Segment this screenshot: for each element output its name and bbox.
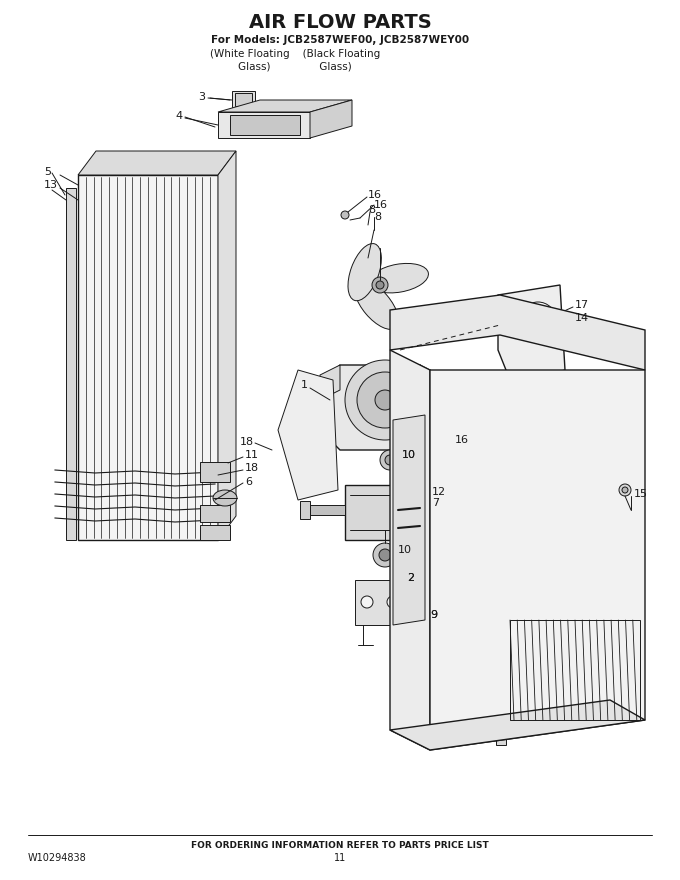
Text: W10294838: W10294838: [28, 853, 87, 863]
Text: 6: 6: [245, 477, 252, 487]
Text: 7: 7: [432, 498, 439, 508]
Text: 10: 10: [402, 450, 416, 460]
Circle shape: [357, 372, 413, 428]
Polygon shape: [355, 580, 405, 625]
Polygon shape: [200, 525, 230, 540]
Text: 8: 8: [368, 205, 375, 215]
Circle shape: [380, 450, 400, 470]
Circle shape: [372, 277, 388, 293]
Ellipse shape: [354, 280, 398, 329]
Circle shape: [361, 596, 373, 608]
Circle shape: [622, 487, 628, 493]
Text: 8: 8: [374, 212, 381, 222]
Text: 15: 15: [634, 489, 648, 499]
Circle shape: [387, 596, 399, 608]
Text: 16: 16: [374, 200, 388, 210]
Circle shape: [442, 429, 454, 441]
Polygon shape: [390, 700, 645, 750]
Text: 18: 18: [245, 463, 259, 473]
Text: 3: 3: [198, 92, 205, 102]
Polygon shape: [420, 365, 440, 400]
Text: 17: 17: [575, 300, 589, 310]
Text: 11: 11: [245, 450, 259, 460]
Polygon shape: [78, 151, 236, 175]
Text: 12: 12: [432, 487, 446, 497]
Ellipse shape: [348, 244, 381, 301]
Circle shape: [375, 390, 395, 410]
Polygon shape: [218, 151, 236, 540]
Polygon shape: [218, 112, 310, 138]
Polygon shape: [230, 115, 300, 135]
Polygon shape: [320, 365, 440, 450]
Text: (White Floating    (Black Floating: (White Floating (Black Floating: [210, 49, 380, 59]
Polygon shape: [430, 370, 645, 750]
Text: 14: 14: [575, 313, 589, 323]
Circle shape: [376, 281, 384, 289]
Text: 5: 5: [44, 167, 51, 177]
Text: 9: 9: [430, 610, 437, 620]
Polygon shape: [345, 485, 425, 540]
Polygon shape: [320, 365, 340, 400]
Polygon shape: [278, 370, 338, 500]
Text: 9: 9: [430, 610, 437, 620]
Polygon shape: [390, 295, 645, 370]
Text: 2: 2: [407, 573, 414, 583]
Circle shape: [520, 302, 556, 338]
Circle shape: [528, 310, 548, 330]
Circle shape: [445, 432, 451, 438]
Circle shape: [619, 484, 631, 496]
Polygon shape: [498, 285, 565, 385]
Text: Glass)               Glass): Glass) Glass): [238, 61, 352, 71]
Text: 18: 18: [240, 437, 254, 447]
Ellipse shape: [213, 490, 237, 506]
Polygon shape: [496, 560, 506, 745]
Text: 2: 2: [407, 573, 414, 583]
Bar: [235, 93, 252, 106]
Text: For Models: JCB2587WEF00, JCB2587WEY00: For Models: JCB2587WEF00, JCB2587WEY00: [211, 35, 469, 45]
Polygon shape: [310, 505, 345, 515]
Text: 4: 4: [175, 111, 182, 121]
Polygon shape: [310, 100, 352, 138]
Polygon shape: [66, 188, 76, 540]
Text: 11: 11: [334, 853, 346, 863]
Text: 16: 16: [455, 435, 469, 445]
Text: 10: 10: [402, 450, 416, 460]
Polygon shape: [300, 501, 310, 519]
Circle shape: [385, 455, 395, 465]
Polygon shape: [200, 505, 230, 522]
Circle shape: [341, 211, 349, 219]
Text: 16: 16: [368, 190, 382, 200]
Circle shape: [345, 360, 425, 440]
Text: AIR FLOW PARTS: AIR FLOW PARTS: [249, 12, 431, 32]
Text: 10: 10: [398, 545, 412, 555]
Polygon shape: [78, 175, 218, 540]
Circle shape: [373, 543, 397, 567]
Polygon shape: [390, 350, 430, 750]
Text: FOR ORDERING INFORMATION REFER TO PARTS PRICE LIST: FOR ORDERING INFORMATION REFER TO PARTS …: [191, 840, 489, 849]
Polygon shape: [232, 91, 255, 108]
Text: 1: 1: [301, 380, 308, 390]
Text: 13: 13: [44, 180, 58, 190]
Polygon shape: [393, 415, 425, 625]
Circle shape: [379, 549, 391, 561]
Ellipse shape: [369, 263, 428, 293]
Polygon shape: [200, 462, 230, 482]
Polygon shape: [218, 100, 352, 112]
